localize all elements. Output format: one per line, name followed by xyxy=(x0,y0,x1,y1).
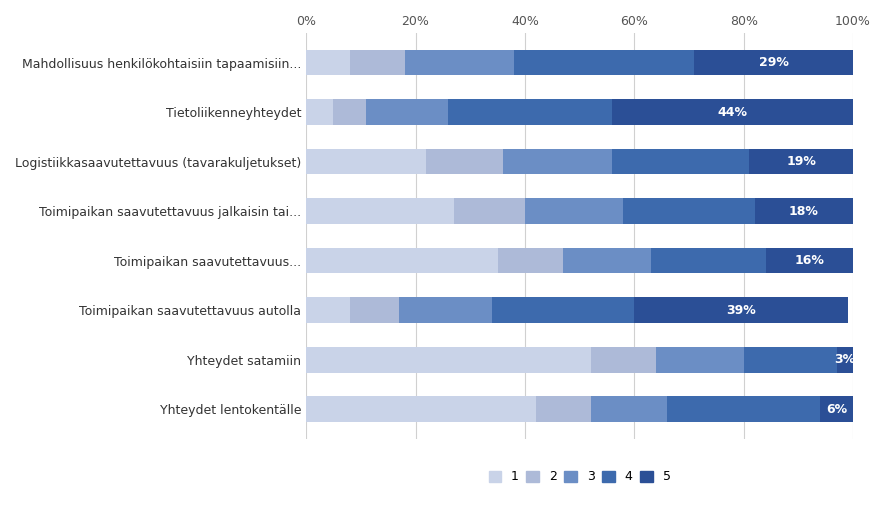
Bar xyxy=(306,99,333,125)
Bar xyxy=(333,99,366,125)
Bar xyxy=(750,149,853,174)
Bar xyxy=(454,198,525,224)
Bar xyxy=(503,149,612,174)
Bar xyxy=(306,198,454,224)
Bar xyxy=(612,99,853,125)
Bar xyxy=(306,347,591,373)
Bar xyxy=(591,347,657,373)
Bar xyxy=(612,149,750,174)
Bar xyxy=(743,347,836,373)
Bar xyxy=(306,248,498,273)
Bar xyxy=(350,297,399,323)
Text: 44%: 44% xyxy=(718,105,748,119)
Bar xyxy=(836,347,853,373)
Text: 6%: 6% xyxy=(826,403,847,416)
Bar xyxy=(306,297,350,323)
Legend: 1, 2, 3, 4, 5: 1, 2, 3, 4, 5 xyxy=(484,465,676,488)
Text: 18%: 18% xyxy=(789,205,819,218)
Bar xyxy=(492,297,634,323)
Bar xyxy=(657,347,743,373)
Bar xyxy=(820,396,853,422)
Text: 19%: 19% xyxy=(786,155,816,168)
Bar xyxy=(426,149,503,174)
Bar xyxy=(405,50,514,75)
Text: 29%: 29% xyxy=(758,56,789,69)
Text: 3%: 3% xyxy=(835,353,855,366)
Bar xyxy=(650,248,766,273)
Bar xyxy=(755,198,853,224)
Bar xyxy=(498,248,563,273)
Bar xyxy=(514,50,695,75)
Bar xyxy=(306,149,426,174)
Bar xyxy=(695,50,853,75)
Bar xyxy=(624,198,755,224)
Bar xyxy=(448,99,612,125)
Bar xyxy=(399,297,492,323)
Bar xyxy=(536,396,591,422)
Bar xyxy=(525,198,624,224)
Bar xyxy=(591,396,667,422)
Bar xyxy=(306,396,536,422)
Bar xyxy=(667,396,820,422)
Bar xyxy=(563,248,650,273)
Bar xyxy=(306,50,350,75)
Bar xyxy=(366,99,448,125)
Bar xyxy=(766,248,853,273)
Text: 16%: 16% xyxy=(795,254,824,267)
Bar xyxy=(634,297,848,323)
Bar xyxy=(350,50,405,75)
Text: 39%: 39% xyxy=(726,304,756,316)
